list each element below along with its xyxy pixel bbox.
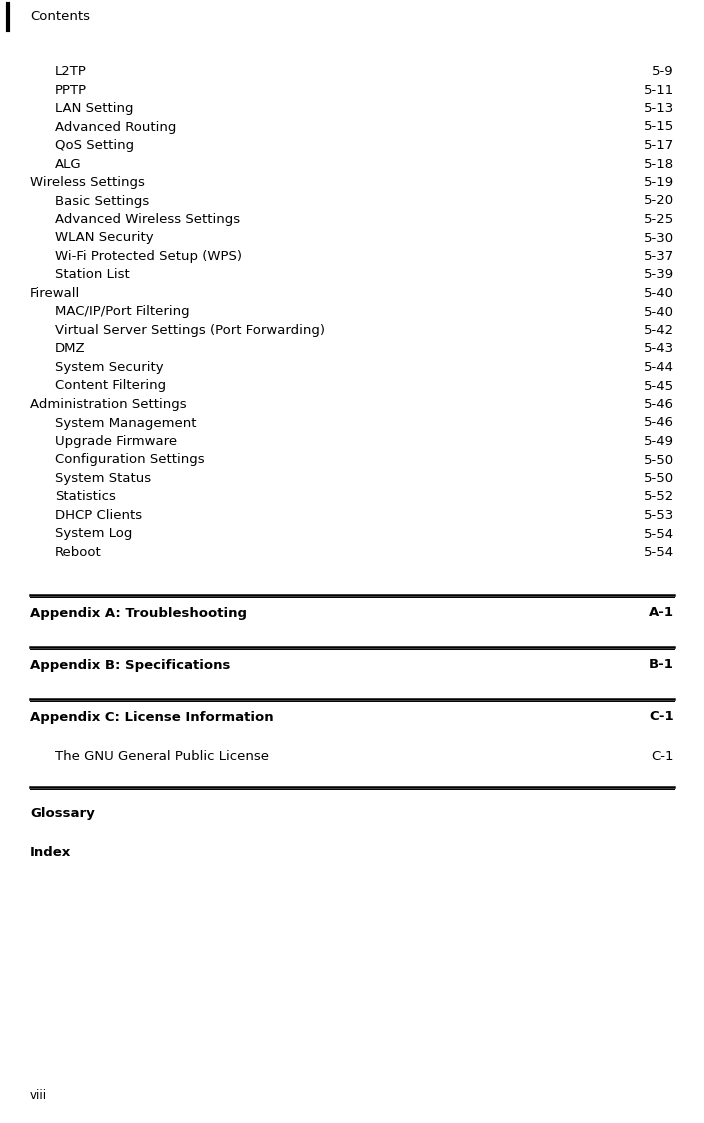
Text: 5-45: 5-45 [644,380,674,393]
Text: Wireless Settings: Wireless Settings [30,176,145,189]
Text: Advanced Routing: Advanced Routing [55,120,177,134]
Text: C-1: C-1 [649,711,674,723]
Text: Administration Settings: Administration Settings [30,398,187,411]
Text: System Status: System Status [55,472,151,485]
Text: Appendix A: Troubleshooting: Appendix A: Troubleshooting [30,606,247,620]
Text: Appendix B: Specifications: Appendix B: Specifications [30,658,230,672]
Text: 5-50: 5-50 [644,472,674,485]
Text: 5-30: 5-30 [644,231,674,245]
Text: DMZ: DMZ [55,343,86,356]
Text: QoS Setting: QoS Setting [55,139,134,152]
Text: 5-17: 5-17 [643,139,674,152]
Text: 5-43: 5-43 [644,343,674,356]
Text: Station List: Station List [55,268,130,282]
Text: WLAN Security: WLAN Security [55,231,153,245]
Text: 5-50: 5-50 [644,454,674,466]
Text: 5-54: 5-54 [644,528,674,540]
Text: viii: viii [30,1089,47,1102]
Text: Statistics: Statistics [55,491,116,503]
Text: 5-40: 5-40 [644,305,674,319]
Text: Appendix C: License Information: Appendix C: License Information [30,711,274,723]
Text: MAC/IP/Port Filtering: MAC/IP/Port Filtering [55,305,189,319]
Text: System Management: System Management [55,417,196,429]
Text: Index: Index [30,846,71,859]
Text: 5-20: 5-20 [644,194,674,208]
Text: 5-13: 5-13 [643,102,674,115]
Text: B-1: B-1 [649,658,674,672]
Text: Configuration Settings: Configuration Settings [55,454,205,466]
Text: 5-11: 5-11 [643,83,674,97]
Text: 5-9: 5-9 [653,65,674,77]
Text: L2TP: L2TP [55,65,87,77]
Text: 5-42: 5-42 [644,325,674,337]
Text: 5-37: 5-37 [643,250,674,263]
Text: LAN Setting: LAN Setting [55,102,134,115]
Text: 5-44: 5-44 [644,360,674,374]
Text: The GNU General Public License: The GNU General Public License [55,750,269,764]
Text: Virtual Server Settings (Port Forwarding): Virtual Server Settings (Port Forwarding… [55,325,325,337]
Text: Wi-Fi Protected Setup (WPS): Wi-Fi Protected Setup (WPS) [55,250,242,263]
Text: 5-54: 5-54 [644,546,674,559]
Text: Basic Settings: Basic Settings [55,194,149,208]
Text: ALG: ALG [55,157,82,171]
Text: Reboot: Reboot [55,546,102,559]
Text: 5-53: 5-53 [643,509,674,522]
Text: System Security: System Security [55,360,163,374]
Text: 5-19: 5-19 [644,176,674,189]
Text: DHCP Clients: DHCP Clients [55,509,142,522]
Text: Upgrade Firmware: Upgrade Firmware [55,435,177,448]
Text: 5-40: 5-40 [644,287,674,300]
Text: 5-18: 5-18 [644,157,674,171]
Text: Firewall: Firewall [30,287,80,300]
Text: 5-39: 5-39 [644,268,674,282]
Text: 5-46: 5-46 [644,417,674,429]
Text: Content Filtering: Content Filtering [55,380,166,393]
Text: PPTP: PPTP [55,83,87,97]
Text: Glossary: Glossary [30,806,95,820]
Text: 5-49: 5-49 [644,435,674,448]
Text: 5-46: 5-46 [644,398,674,411]
Text: Contents: Contents [30,10,90,22]
Text: System Log: System Log [55,528,132,540]
Text: 5-15: 5-15 [643,120,674,134]
Text: A-1: A-1 [649,606,674,620]
Text: 5-52: 5-52 [643,491,674,503]
Text: C-1: C-1 [651,750,674,764]
Text: 5-25: 5-25 [643,213,674,226]
Text: Advanced Wireless Settings: Advanced Wireless Settings [55,213,240,226]
